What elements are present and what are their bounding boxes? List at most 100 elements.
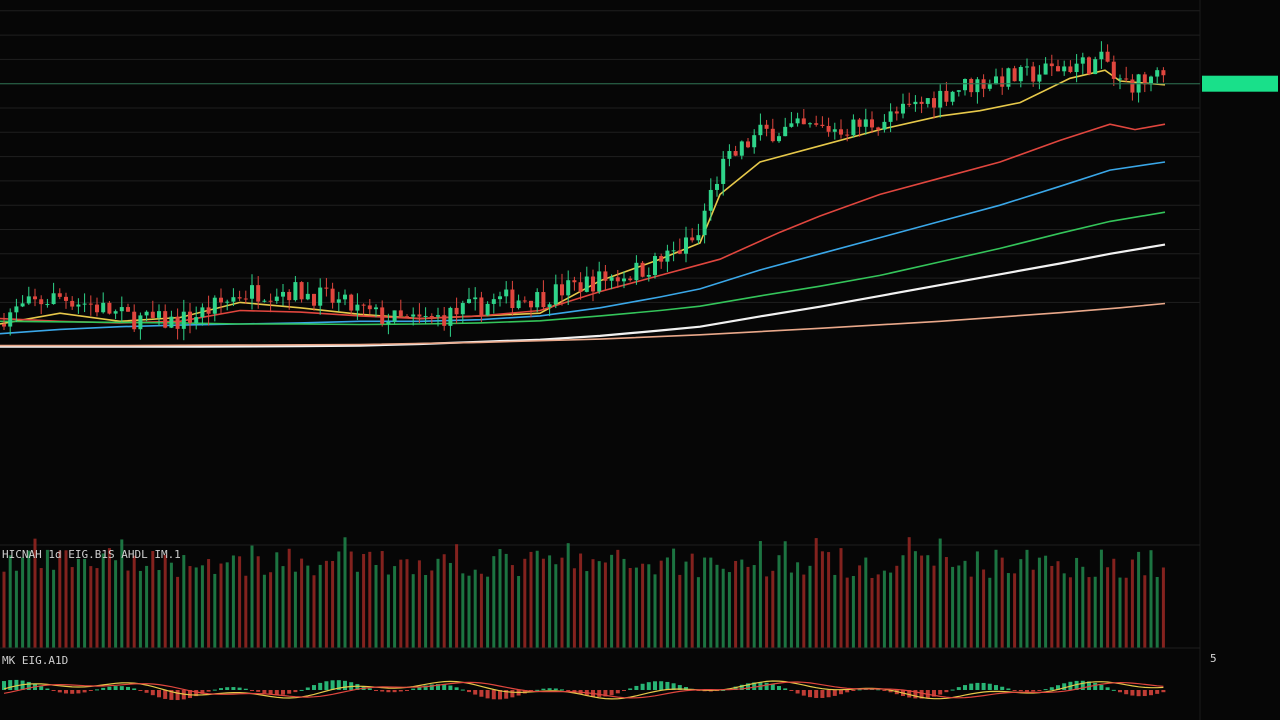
- macd-histogram-bar: [436, 684, 440, 690]
- macd-histogram-bar: [1080, 680, 1085, 690]
- volume-bar: [678, 574, 682, 648]
- volume-bar: [703, 557, 707, 648]
- macd-histogram-bar: [808, 690, 812, 698]
- volume-bar: [262, 574, 266, 648]
- candle-body: [584, 276, 589, 292]
- macd-histogram-bar: [460, 689, 465, 691]
- volume-bar: [715, 564, 719, 648]
- macd-histogram-bar: [88, 690, 93, 691]
- candle-body: [95, 304, 99, 313]
- candle-body: [212, 297, 217, 314]
- macd-lines: [3, 680, 1164, 700]
- volume-bar: [306, 565, 310, 648]
- volume-bar: [1056, 561, 1060, 648]
- candle-body: [702, 210, 707, 236]
- macd-histogram-bar: [547, 688, 552, 690]
- volume-bar: [746, 566, 750, 648]
- volume-bar: [641, 563, 645, 648]
- candle-body: [442, 315, 447, 326]
- volume-bar: [554, 564, 558, 648]
- volume-bar: [994, 549, 998, 648]
- volume-bar: [938, 538, 942, 648]
- volume-bar: [424, 574, 428, 648]
- macd-histogram-bar: [777, 686, 781, 690]
- volume-bar: [572, 568, 576, 648]
- volume-bar: [504, 553, 508, 648]
- volume-bar: [126, 570, 130, 648]
- volume-bar: [238, 556, 242, 648]
- volume-bar: [21, 557, 25, 648]
- macd-histogram-bar: [243, 688, 248, 690]
- last-price-background: [1202, 75, 1278, 92]
- candle-body: [132, 311, 137, 330]
- macd-histogram-bar: [262, 690, 267, 694]
- macd-histogram-bar: [541, 688, 546, 690]
- volume-bar: [548, 555, 552, 648]
- candle-body: [746, 141, 750, 148]
- candle-body: [1056, 66, 1060, 72]
- macd-histogram-bar: [423, 685, 428, 690]
- volume-bar: [808, 565, 812, 648]
- moving-average-line: [0, 211, 1166, 326]
- candle-body: [225, 301, 230, 303]
- volume-bar: [312, 575, 316, 648]
- candle-body: [473, 297, 478, 300]
- candle-body: [925, 98, 930, 104]
- volume-bar: [957, 565, 961, 648]
- volume-bar: [337, 551, 341, 648]
- macd-histogram-bar: [944, 690, 949, 693]
- macd-histogram-bar: [913, 690, 918, 699]
- volume-bar: [796, 562, 800, 648]
- candle-body: [250, 285, 254, 299]
- candle-body: [808, 123, 812, 125]
- macd-histogram-bar: [101, 687, 106, 690]
- candle-body: [467, 299, 471, 304]
- macd-histogram-bar: [1087, 681, 1091, 690]
- macd-histogram-bar: [312, 685, 316, 690]
- volume-bar: [349, 551, 353, 648]
- candle-body: [919, 101, 924, 104]
- candle-body: [64, 296, 68, 301]
- volume-bar: [523, 558, 527, 648]
- macd-histogram-bar: [628, 688, 633, 690]
- macd-histogram-bar: [144, 690, 149, 693]
- macd-histogram-bar: [994, 685, 998, 690]
- macd-histogram-bar: [1012, 690, 1017, 691]
- volume-bar: [231, 555, 235, 648]
- macd-histogram-bar: [783, 688, 788, 690]
- candle-body: [498, 296, 502, 300]
- macd-histogram-bar: [138, 690, 143, 691]
- macd-axis-label: 5: [1210, 652, 1217, 665]
- candle-body: [1012, 68, 1017, 82]
- candle-body: [1018, 66, 1023, 82]
- volume-bar: [610, 554, 614, 648]
- volume-bar: [740, 559, 744, 648]
- candle-body: [510, 289, 515, 309]
- candle-body: [1093, 59, 1098, 75]
- volume-bar: [417, 560, 421, 648]
- price-gridlines: [0, 10, 1200, 303]
- volume-bar: [380, 551, 384, 648]
- candle-body: [70, 300, 75, 307]
- candle-body: [535, 292, 540, 308]
- candle-body: [764, 124, 769, 129]
- macd-histogram-bar: [411, 688, 416, 690]
- candle-body: [671, 250, 676, 252]
- macd-histogram-bar: [746, 683, 750, 690]
- volume-bar: [1075, 557, 1079, 648]
- candle-body: [1031, 66, 1036, 82]
- macd-histogram-bar: [1099, 684, 1104, 690]
- candle-body: [312, 293, 316, 306]
- macd-histogram-bar: [684, 686, 688, 690]
- volume-bar: [430, 570, 434, 648]
- macd-histogram-bar: [498, 690, 502, 700]
- macd-histogram-bar: [1111, 689, 1116, 691]
- candle-body: [547, 304, 552, 308]
- volume-bar: [1112, 558, 1116, 648]
- macd-histogram-bar: [1105, 687, 1110, 690]
- volume-bar: [83, 558, 87, 648]
- volume-bar: [436, 558, 440, 648]
- candle-body: [144, 311, 149, 316]
